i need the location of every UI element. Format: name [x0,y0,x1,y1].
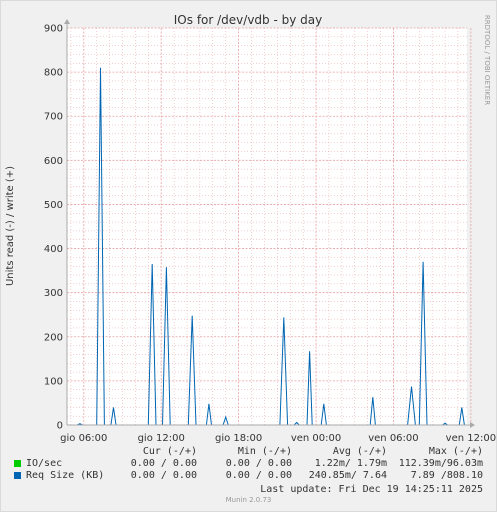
y-tick-label: 200 [44,332,63,343]
legend-header: Cur (-/+) Min (-/+) Avg (-/+) Max (-/+) [0,446,497,458]
major-grid [67,27,472,426]
reqsize-cur-value: 0.00 / 0.00 [130,470,197,481]
plot-area [67,28,467,425]
last-update: Last update: Fri Dec 19 14:25:11 2025 [260,484,483,495]
y-tick-label: 400 [44,244,63,255]
x-tick-label: ven 12:00 [446,433,496,444]
rrdtool-watermark: RRDTOOL / TOBI OETIKER [483,15,491,105]
io-color-swatch [14,460,21,467]
x-tick-label: gio 12:00 [138,433,185,444]
x-tick-label: gio 06:00 [60,433,107,444]
x-axis-arrow [470,422,475,428]
legend-header-max: Max (-/+) [428,446,483,457]
y-tick-labels: 0 100 200 300 400 500 600 700 800 900 [44,24,63,432]
chart-title: IOs for /dev/vdb - by day [174,13,322,27]
legend-header-avg: Avg (-/+) [332,446,387,457]
y-tick-label: 900 [44,24,63,35]
legend-name-reqsize: Req Size (KB) [26,470,105,481]
y-axis-arrow [64,19,70,24]
y-tick-label: 600 [44,156,63,167]
y-tick-label: 700 [44,112,63,123]
legend-row-io: IO/sec 0.00 / 0.00 0.00 / 0.00 1.22m/ 1.… [0,458,497,470]
axes [64,19,475,428]
y-axis-label: Units read (-) / write (+) [5,166,16,286]
munin-version: Munin 2.0.73 [225,496,272,504]
x-tick-label: gio 18:00 [215,433,262,444]
legend-row-reqsize: Req Size (KB) 0.00 / 0.00 0.00 / 0.00 24… [0,470,497,482]
legend-header-min: Min (-/+) [237,446,292,457]
y-tick-label: 500 [44,200,63,211]
reqsize-avg-value: 240.85m/ 7.64 [308,470,387,481]
io-cur-value: 0.00 / 0.00 [130,458,197,469]
reqsize-min-value: 0.00 / 0.00 [225,470,292,481]
io-avg-value: 1.22m/ 1.79m [314,458,387,469]
y-tick-label: 800 [44,68,63,79]
y-tick-label: 0 [57,421,63,432]
io-min-value: 0.00 / 0.00 [225,458,292,469]
legend-name-io: IO/sec [26,458,63,469]
minor-grid [67,28,467,425]
reqsize-max-value: 7.89 /808.10 [410,470,483,481]
x-tick-label: ven 00:00 [291,433,341,444]
legend: Cur (-/+) Min (-/+) Avg (-/+) Max (-/+) … [0,446,497,482]
y-tick-label: 100 [44,376,63,387]
x-tick-labels: gio 06:00 gio 12:00 gio 18:00 ven 00:00 ven … [60,433,496,444]
reqsize-color-swatch [14,472,21,479]
io-max-value: 112.39m/96.03m [398,458,483,469]
y-tick-label: 300 [44,288,63,299]
x-tick-label: ven 06:00 [368,433,418,444]
legend-header-cur: Cur (-/+) [142,446,197,457]
